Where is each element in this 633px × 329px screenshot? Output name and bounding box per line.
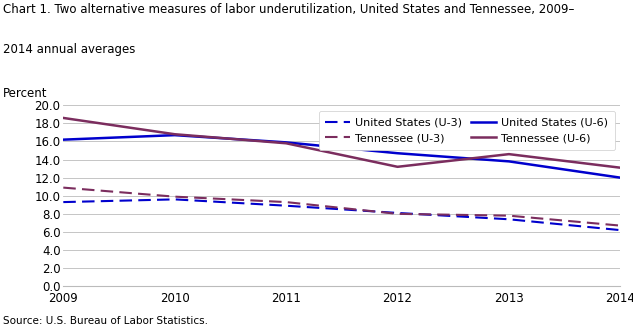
Text: Source: U.S. Bureau of Labor Statistics.: Source: U.S. Bureau of Labor Statistics. [3,316,208,326]
Text: 2014 annual averages: 2014 annual averages [3,43,135,56]
Legend: United States (U-3), Tennessee (U-3), United States (U-6), Tennessee (U-6): United States (U-3), Tennessee (U-3), Un… [318,111,615,150]
Text: Chart 1. Two alternative measures of labor underutilization, United States and T: Chart 1. Two alternative measures of lab… [3,3,575,16]
Text: Percent: Percent [3,87,47,100]
